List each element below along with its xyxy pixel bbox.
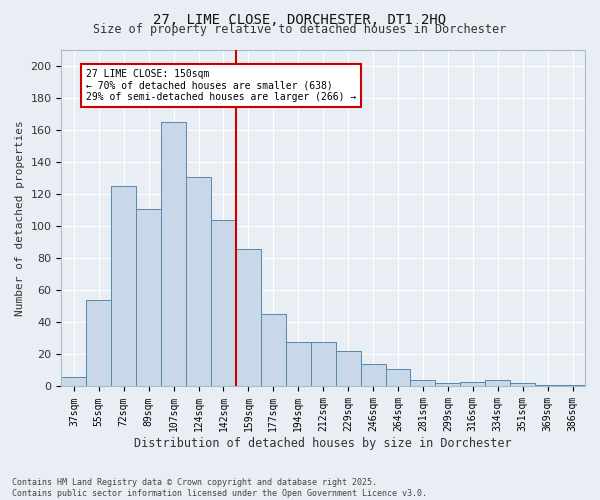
Bar <box>386 369 410 386</box>
Bar <box>410 380 436 386</box>
Bar <box>560 385 585 386</box>
Bar <box>186 176 211 386</box>
Bar <box>111 186 136 386</box>
Bar <box>335 351 361 386</box>
Bar <box>211 220 236 386</box>
Bar <box>485 380 510 386</box>
Y-axis label: Number of detached properties: Number of detached properties <box>15 120 25 316</box>
X-axis label: Distribution of detached houses by size in Dorchester: Distribution of detached houses by size … <box>134 437 512 450</box>
Bar <box>236 248 261 386</box>
Text: 27 LIME CLOSE: 150sqm
← 70% of detached houses are smaller (638)
29% of semi-det: 27 LIME CLOSE: 150sqm ← 70% of detached … <box>86 69 356 102</box>
Text: 27, LIME CLOSE, DORCHESTER, DT1 2HQ: 27, LIME CLOSE, DORCHESTER, DT1 2HQ <box>154 12 446 26</box>
Text: Contains HM Land Registry data © Crown copyright and database right 2025.
Contai: Contains HM Land Registry data © Crown c… <box>12 478 427 498</box>
Bar <box>361 364 386 386</box>
Text: Size of property relative to detached houses in Dorchester: Size of property relative to detached ho… <box>94 22 506 36</box>
Bar <box>460 382 485 386</box>
Bar <box>286 342 311 386</box>
Bar <box>61 377 86 386</box>
Bar <box>510 384 535 386</box>
Bar <box>161 122 186 386</box>
Bar <box>136 208 161 386</box>
Bar <box>261 314 286 386</box>
Bar <box>535 385 560 386</box>
Bar <box>311 342 335 386</box>
Bar <box>436 384 460 386</box>
Bar <box>86 300 111 386</box>
